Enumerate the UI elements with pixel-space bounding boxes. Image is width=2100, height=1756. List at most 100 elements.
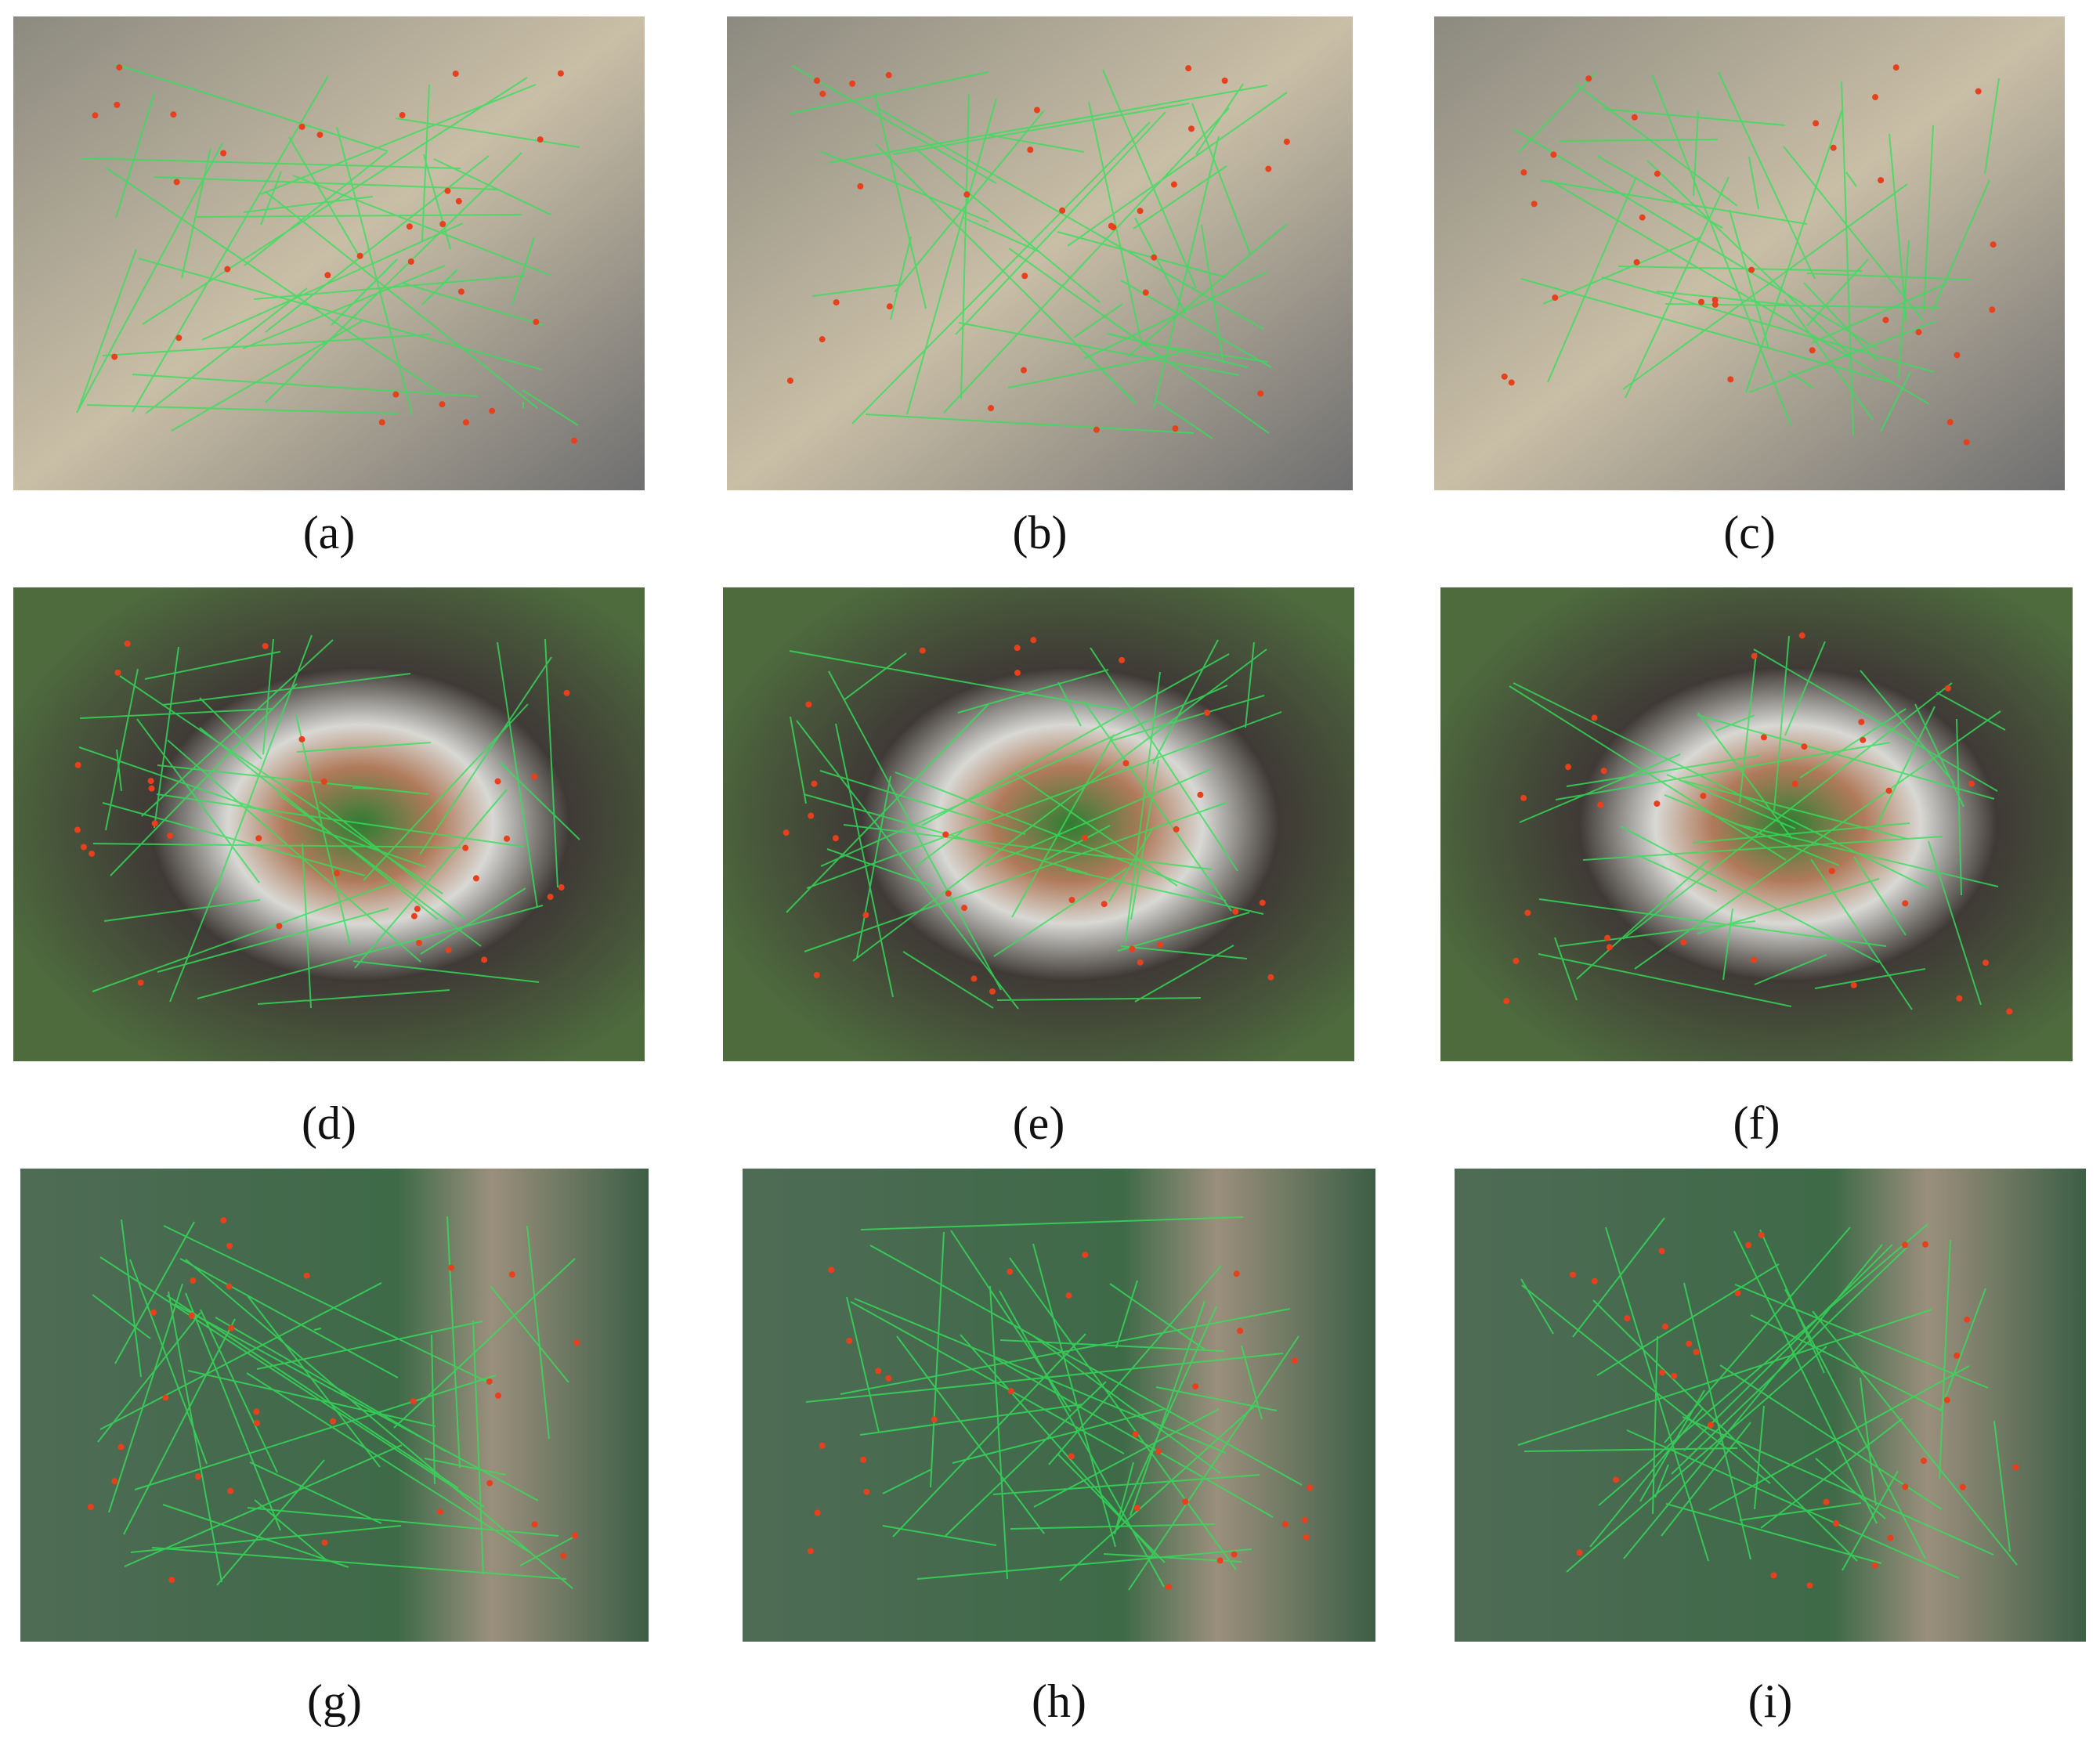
keypoint [220,150,227,157]
keypoint [330,1418,337,1425]
keypoint [1585,75,1592,82]
keypoint [875,1368,882,1375]
keypoint [547,894,554,901]
keypoint [228,1324,235,1331]
keypoint [1944,685,1951,692]
keypoint [1751,956,1758,963]
keypoint [116,64,123,71]
keypoint [406,223,413,230]
keypoint [508,1271,515,1278]
keypoint [1132,1431,1139,1438]
keypoint [74,826,81,833]
keypoint [1508,379,1515,386]
keypoint [808,812,815,819]
keypoint [1014,645,1021,652]
keypoint [1654,170,1661,177]
keypoint [819,1442,826,1449]
keypoint [1990,241,1997,248]
keypoint [860,1456,867,1463]
keypoint [1850,981,1857,988]
keypoint [494,778,501,785]
keypoint [151,820,158,827]
keypoint [786,378,793,385]
keypoint [560,1552,567,1559]
keypoint [531,1521,538,1528]
keypoint [1943,1396,1950,1404]
keypoint [486,1480,493,1487]
keypoint [1501,373,1508,380]
keypoint [436,1508,443,1516]
keypoint [298,735,305,743]
keypoint [783,829,790,836]
keypoint [410,912,417,920]
keypoint [1503,998,1510,1005]
keypoint [472,875,479,882]
keypoint [1946,418,1954,425]
aerial-image [20,1169,649,1642]
keypoint [1711,301,1719,308]
keypoint [1576,1549,1583,1556]
keypoint [1892,64,1899,71]
keypoint [1033,107,1040,114]
keypoint [1885,787,1892,794]
keypoint [1798,632,1805,639]
keypoint [1770,1572,1777,1579]
keypoint [1197,791,1204,798]
keypoint [1524,909,1531,916]
keypoint [833,299,840,306]
match-lines [786,639,1282,1010]
keypoint [1878,177,1885,184]
keypoint [1291,1357,1298,1364]
keypoint [262,642,269,649]
keypoint [1631,114,1638,121]
keypoint [407,258,414,266]
keypoint [1901,1241,1908,1248]
aerial-image [727,16,1353,490]
keypoint [533,319,540,326]
keypoint [1823,1498,1830,1505]
keypoint [1707,1422,1714,1429]
keypoint [1734,1290,1741,1297]
keypoint [1231,1551,1238,1558]
match-lines [1509,635,2006,1010]
keypoint [1565,764,1572,771]
keypoint [1591,714,1598,721]
keypoint [1259,899,1266,906]
keypoint [276,923,283,930]
keypoint [857,182,864,190]
match-lines [1517,1217,2018,1579]
keypoint [356,252,363,259]
keypoint [811,780,818,787]
keypoint [148,785,155,792]
keypoint [1059,207,1066,214]
panel-label: (a) [303,507,356,558]
keypoint [1137,959,1144,966]
keypoint [489,407,496,414]
keypoint [321,1539,328,1546]
keypoint [74,761,81,768]
keypoint [415,940,422,947]
keypoint [537,136,544,143]
keypoint [1172,425,1179,432]
aerial-image [723,587,1354,1061]
keypoint [1129,945,1136,952]
keypoint [942,831,949,838]
keypoint [324,272,331,279]
keypoint [87,1503,94,1510]
keypoint [1671,1372,1678,1379]
keypoint [1661,1323,1668,1330]
keypoint [1959,1483,1966,1490]
keypoint [1170,181,1177,188]
panel-label: (h) [1032,1675,1086,1727]
keypoint [1185,65,1192,72]
keypoint [863,1488,870,1495]
keypoint [414,905,421,912]
keypoint [1975,88,1982,95]
keypoint [150,1309,157,1316]
keypoint [885,71,892,78]
keypoint [1203,709,1210,716]
keypoint [320,778,327,785]
aerial-image [13,16,645,490]
keypoint [175,334,183,341]
keypoint [1591,1277,1598,1284]
